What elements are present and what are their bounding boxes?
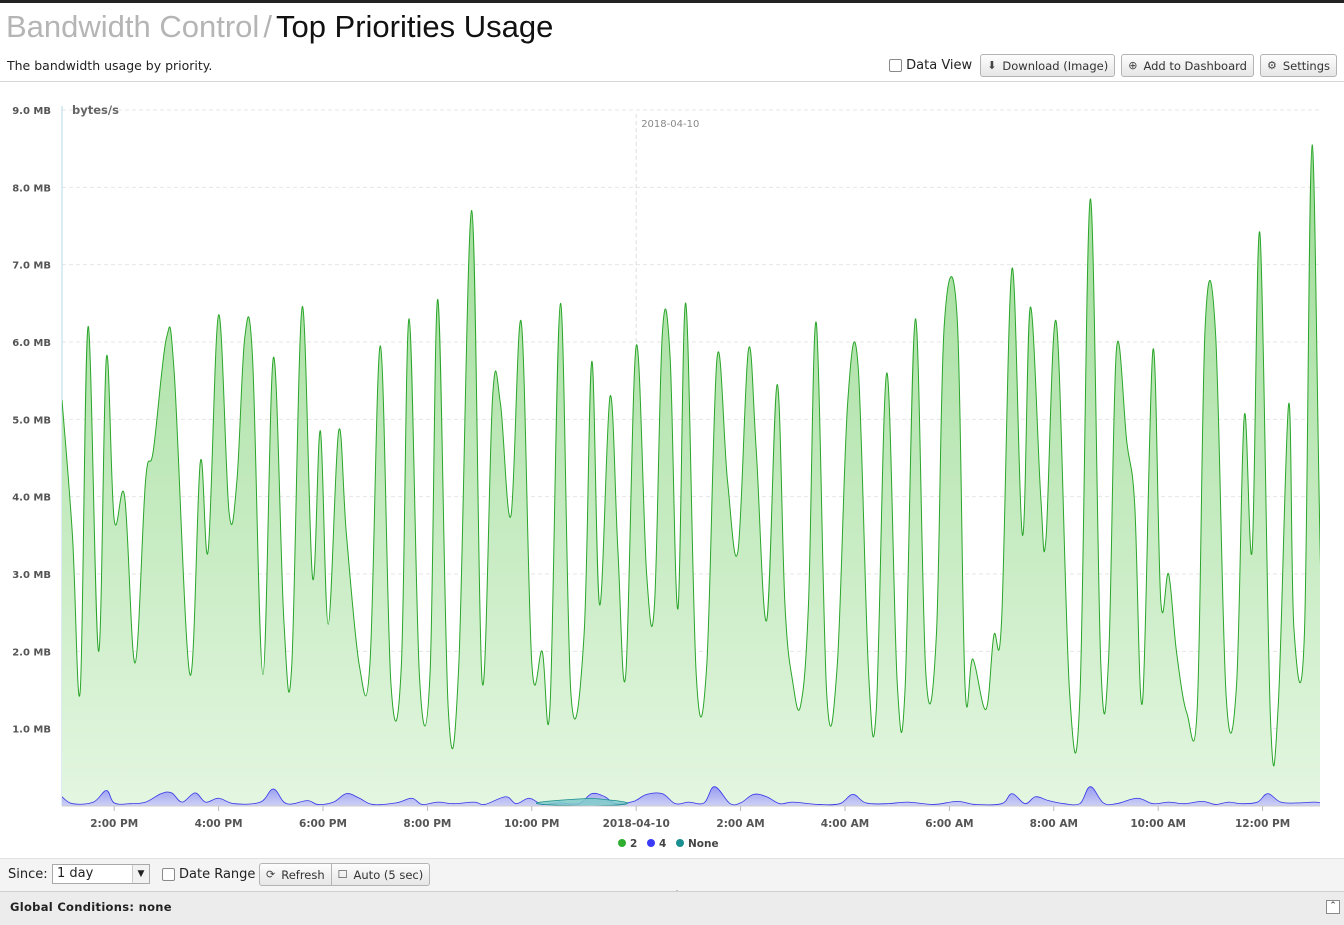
refresh-icon: ⟳ bbox=[266, 868, 276, 881]
legend-label-4[interactable]: 4 bbox=[659, 838, 666, 850]
date-range-toggle[interactable]: Date Range bbox=[162, 867, 255, 882]
since-value: 1 day bbox=[57, 866, 94, 881]
auto-checkbox-icon: ☐ bbox=[337, 868, 348, 881]
global-conditions-bar: Global Conditions: none ⌃ bbox=[0, 891, 1344, 925]
y-tick-label: 5.0 MB bbox=[12, 415, 51, 426]
x-tick-label: 2018-04-10 bbox=[603, 818, 670, 830]
dashboard-label: Add to Dashboard bbox=[1143, 58, 1247, 73]
chart-legend: 2 4 None bbox=[618, 838, 719, 850]
download-image-button[interactable]: ⬇ Download (Image) bbox=[980, 54, 1116, 77]
y-tick-label: 6.0 MB bbox=[12, 338, 51, 349]
y-tick-label: 8.0 MB bbox=[12, 183, 51, 194]
collapse-up-icon[interactable]: ⌃ bbox=[1326, 900, 1340, 914]
y-tick-label: 9.0 MB bbox=[12, 106, 51, 117]
auto-refresh-button[interactable]: ☐ Auto (5 sec) bbox=[331, 863, 431, 886]
breadcrumb-separator: / bbox=[263, 9, 272, 44]
series-area-4 bbox=[62, 786, 1320, 806]
settings-button[interactable]: ⚙ Settings bbox=[1259, 54, 1337, 77]
legend-label-2[interactable]: 2 bbox=[630, 838, 637, 850]
legend-label-none[interactable]: None bbox=[688, 838, 719, 850]
time-controls-bar: Since: 1 day ▼ Date Range ⟳ Refresh ☐ Au… bbox=[0, 858, 1344, 891]
x-tick-label: 6:00 AM bbox=[925, 818, 973, 830]
page-subtitle: The bandwidth usage by priority. bbox=[7, 58, 213, 73]
global-conditions-label: Global Conditions: none bbox=[10, 900, 172, 914]
x-tick-label: 2:00 AM bbox=[716, 818, 764, 830]
since-label: Since: bbox=[8, 867, 48, 882]
chart-series bbox=[62, 144, 1320, 807]
date-range-label: Date Range bbox=[179, 867, 256, 882]
report-toolbar: Data View ⬇ Download (Image) ⊕ Add to Da… bbox=[889, 54, 1337, 77]
x-tick-label: 10:00 PM bbox=[504, 818, 559, 830]
chart-area: 2018-04-10 1.0 MB 2.0 MB 3.0 MB 4.0 MB 5.0 M… bbox=[0, 82, 1344, 858]
legend-swatch-2 bbox=[618, 839, 626, 847]
data-view-toggle[interactable]: Data View bbox=[889, 58, 972, 73]
y-tick-label: 3.0 MB bbox=[12, 570, 51, 581]
y-tick-label: 7.0 MB bbox=[12, 261, 51, 272]
gear-icon: ⚙ bbox=[1266, 59, 1277, 72]
y-axis-label: bytes/s bbox=[72, 103, 119, 117]
x-tick-label: 8:00 AM bbox=[1030, 818, 1078, 830]
auto-label: Auto (5 sec) bbox=[353, 867, 424, 882]
since-select[interactable]: 1 day ▼ bbox=[52, 864, 150, 884]
bandwidth-chart: 2018-04-10 1.0 MB 2.0 MB 3.0 MB 4.0 MB 5.0 M… bbox=[12, 103, 1320, 850]
legend-swatch-4 bbox=[647, 839, 655, 847]
refresh-label: Refresh bbox=[281, 867, 325, 882]
y-tick-label: 2.0 MB bbox=[12, 647, 51, 658]
series-area-2 bbox=[62, 144, 1320, 806]
breadcrumb-current: Top Priorities Usage bbox=[275, 9, 554, 44]
add-to-dashboard-button[interactable]: ⊕ Add to Dashboard bbox=[1121, 54, 1254, 77]
settings-label: Settings bbox=[1282, 58, 1330, 73]
legend-swatch-none bbox=[676, 839, 684, 847]
y-tick-label: 1.0 MB bbox=[12, 725, 51, 736]
header-divider bbox=[0, 81, 1344, 82]
refresh-group: ⟳ Refresh ☐ Auto (5 sec) bbox=[259, 863, 431, 886]
y-tick-label: 4.0 MB bbox=[12, 493, 51, 504]
series-line-4 bbox=[62, 786, 1320, 806]
data-view-label: Data View bbox=[906, 58, 973, 73]
x-tick-label: 6:00 PM bbox=[299, 818, 347, 830]
data-view-checkbox[interactable] bbox=[889, 59, 903, 72]
x-tick-label: 10:00 AM bbox=[1130, 818, 1186, 830]
x-tick-label: 8:00 PM bbox=[403, 818, 451, 830]
download-icon: ⬇ bbox=[987, 59, 997, 72]
plus-circle-icon: ⊕ bbox=[1128, 59, 1138, 72]
x-tick-label: 4:00 PM bbox=[195, 818, 243, 830]
breadcrumb-parent[interactable]: Bandwidth Control bbox=[6, 9, 260, 44]
top-border bbox=[0, 0, 1344, 3]
x-tick-label: 4:00 AM bbox=[821, 818, 869, 830]
download-label: Download (Image) bbox=[1002, 58, 1109, 73]
x-tick-label: 12:00 PM bbox=[1235, 818, 1290, 830]
date-marker-label: 2018-04-10 bbox=[641, 119, 699, 130]
x-tick-label: 2:00 PM bbox=[90, 818, 138, 830]
date-range-checkbox[interactable] bbox=[162, 868, 175, 881]
refresh-button[interactable]: ⟳ Refresh bbox=[259, 863, 332, 886]
page-title: Bandwidth Control / Top Priorities Usage bbox=[6, 8, 553, 46]
chevron-down-icon: ▼ bbox=[132, 865, 149, 883]
x-axis: 2:00 PM 4:00 PM 6:00 PM 8:00 PM 10:00 PM 2018… bbox=[62, 805, 1320, 830]
series-line-2 bbox=[62, 144, 1320, 767]
